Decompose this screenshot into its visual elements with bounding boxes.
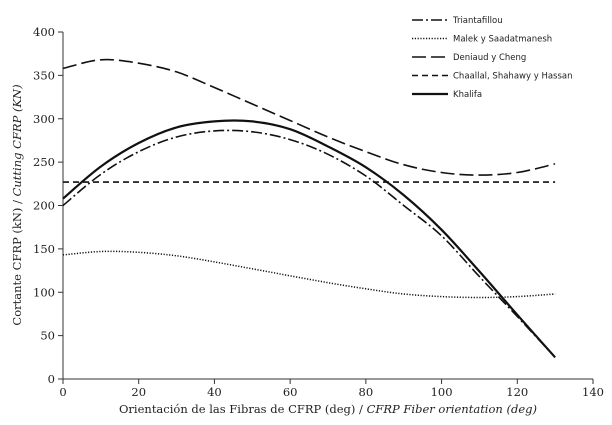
x-axis-ticks: 0 20 40 60 80 100 120 140: [59, 379, 604, 399]
legend-label: Triantafillou: [452, 16, 503, 26]
x-tick-label: 40: [207, 385, 222, 399]
y-axis-ticks: 0 50 100 150 200 250 300 350 400: [33, 25, 63, 386]
x-tick-label: 140: [582, 385, 604, 399]
y-tick-label: 150: [33, 242, 55, 256]
y-axis-title-english: Cutting CFRP (KN): [10, 84, 24, 196]
y-tick-label: 350: [33, 68, 55, 82]
legend-label: Deniaud y Cheng: [453, 53, 526, 63]
legend: Triantafillou Malek y Saadatmanesh Deniaud…: [412, 16, 573, 100]
y-tick-label: 300: [33, 112, 55, 126]
series-line-3: [62, 58, 556, 176]
y-tick-label: 250: [33, 155, 55, 169]
series-line-2: [62, 250, 556, 299]
y-tick-label: 0: [48, 372, 55, 386]
x-axis-title-spanish: Orientación de las Fibras de CFRP (deg) …: [119, 402, 367, 416]
y-tick-label: 400: [33, 25, 55, 39]
x-tick-label: 120: [506, 385, 528, 399]
y-tick-label: 200: [33, 199, 55, 213]
y-axis-title-spanish: Cortante CFRP (kN) /: [10, 196, 24, 325]
x-tick-label: 100: [431, 385, 453, 399]
legend-label: Khalifa: [453, 90, 482, 100]
x-tick-label: 80: [359, 385, 374, 399]
series-line-1: [62, 129, 556, 358]
series-line-5: [62, 119, 556, 359]
x-tick-label: 60: [283, 385, 298, 399]
y-axis-title: Cortante CFRP (kN) / Cutting CFRP (KN): [10, 84, 24, 325]
x-axis-title: Orientación de las Fibras de CFRP (deg) …: [119, 402, 537, 416]
y-tick-label: 50: [40, 329, 55, 343]
x-tick-label: 0: [59, 385, 66, 399]
x-axis-title-english: CFRP Fiber orientation (deg): [367, 402, 537, 416]
x-tick-label: 20: [131, 385, 146, 399]
y-tick-label: 100: [33, 285, 55, 299]
legend-label: Chaallal, Shahawy y Hassan: [453, 72, 573, 82]
legend-label: Malek y Saadatmanesh: [453, 35, 552, 45]
series-layer: [62, 58, 556, 359]
